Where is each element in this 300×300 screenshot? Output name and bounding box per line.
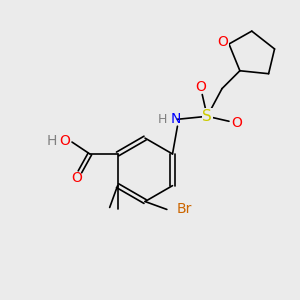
Text: O: O <box>218 35 229 49</box>
Text: S: S <box>202 109 212 124</box>
Text: O: O <box>60 134 70 148</box>
Text: O: O <box>71 171 82 185</box>
Text: O: O <box>232 116 242 130</box>
Text: H: H <box>158 113 167 126</box>
Text: N: N <box>170 112 181 126</box>
Text: O: O <box>195 80 206 94</box>
Text: H: H <box>47 134 57 148</box>
Text: Br: Br <box>177 202 192 216</box>
